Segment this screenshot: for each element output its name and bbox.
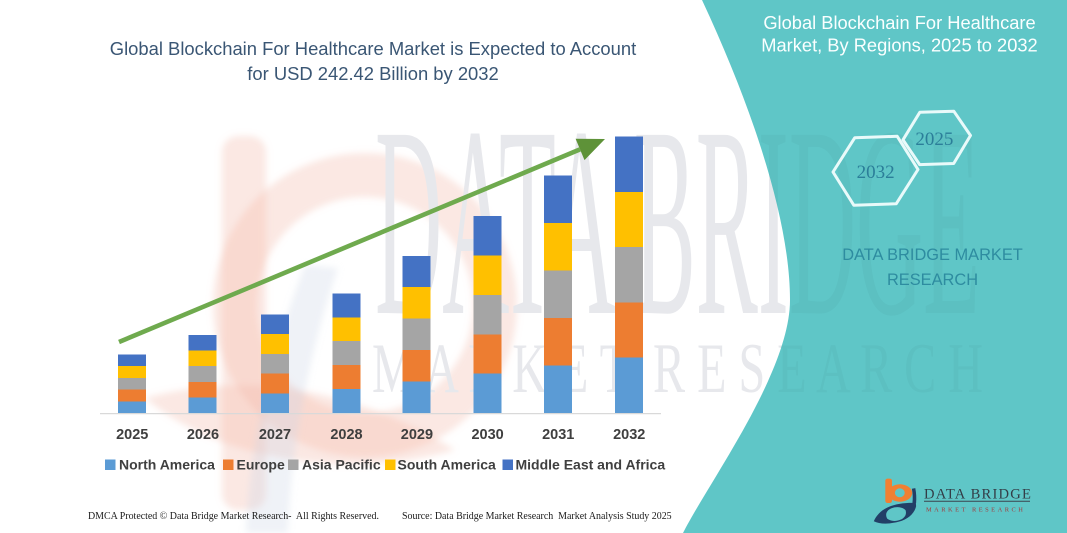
svg-text:2032: 2032 bbox=[613, 427, 645, 443]
svg-text:2031: 2031 bbox=[542, 427, 574, 443]
svg-text:for USD 242.42 Billion by 2032: for USD 242.42 Billion by 2032 bbox=[247, 63, 499, 84]
svg-text:Global Blockchain For Healthca: Global Blockchain For Healthcare bbox=[763, 12, 1035, 33]
svg-text:DATA BRIDGE MARKET: DATA BRIDGE MARKET bbox=[842, 246, 1023, 264]
svg-text:Source: Data Bridge Market Res: Source: Data Bridge Market Research Mark… bbox=[402, 511, 672, 522]
svg-text:2030: 2030 bbox=[471, 427, 503, 443]
svg-text:Market, By Regions, 2025 to 20: Market, By Regions, 2025 to 2032 bbox=[761, 35, 1037, 56]
svg-text:RESEARCH: RESEARCH bbox=[887, 271, 978, 289]
svg-text:DATA BRIDGE: DATA BRIDGE bbox=[924, 487, 1032, 503]
svg-text:Global Blockchain For Healthca: Global Blockchain For Healthcare Market … bbox=[110, 38, 636, 59]
svg-text:2025: 2025 bbox=[915, 129, 953, 150]
svg-text:2029: 2029 bbox=[401, 427, 433, 443]
svg-text:2025: 2025 bbox=[116, 427, 148, 443]
svg-text:Europe: Europe bbox=[237, 457, 285, 473]
svg-text:South America: South America bbox=[398, 457, 496, 473]
svg-text:2027: 2027 bbox=[259, 427, 291, 443]
svg-text:MARKET RESEARCH: MARKET RESEARCH bbox=[926, 507, 1025, 514]
svg-text:2028: 2028 bbox=[330, 427, 362, 443]
svg-text:North America: North America bbox=[119, 457, 215, 473]
svg-text:DMCA Protected © Data Bridge M: DMCA Protected © Data Bridge Market Rese… bbox=[88, 511, 379, 522]
svg-text:2026: 2026 bbox=[187, 427, 219, 443]
svg-text:2032: 2032 bbox=[857, 162, 895, 183]
svg-text:Middle East and Africa: Middle East and Africa bbox=[516, 457, 666, 473]
svg-text:Asia Pacific: Asia Pacific bbox=[302, 457, 381, 473]
